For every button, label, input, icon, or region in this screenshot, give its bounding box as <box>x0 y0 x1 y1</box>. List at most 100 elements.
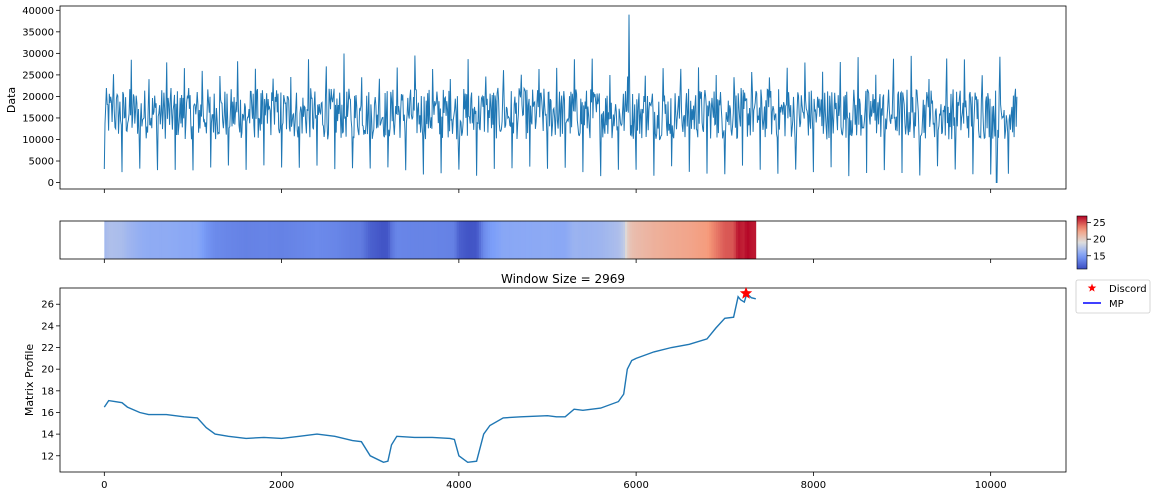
colorstrip-cell <box>385 221 389 259</box>
colorstrip-cell <box>379 221 382 259</box>
colorstrip-cell <box>452 221 455 259</box>
colorstrip-cell <box>279 221 282 259</box>
colorstrip-cell <box>693 221 697 259</box>
colorstrip-cell <box>627 221 630 259</box>
colorstrip-cell <box>305 221 309 259</box>
colorstrip-cell <box>629 221 633 259</box>
colorstrip-cell <box>449 221 453 259</box>
colorstrip-cell <box>243 221 247 259</box>
colorstrip-cell <box>567 221 571 259</box>
colorstrip-cell <box>481 221 484 259</box>
colorstrip-cell <box>543 221 546 259</box>
mp-ylabel: Matrix Profile <box>23 344 36 417</box>
colorstrip-cell <box>509 221 513 259</box>
colorstrip-cell <box>529 221 533 259</box>
mp-x-ticks: 0 2000 4000 6000 8000 10000 <box>101 472 1007 491</box>
colorstrip-cell <box>636 221 639 259</box>
colorstrip-cell <box>558 221 562 259</box>
colorstrip-cell <box>288 221 291 259</box>
colorstrip-cell <box>620 221 624 259</box>
colorstrip-cell <box>108 221 112 259</box>
mp-y-tick-label: 14 <box>41 430 54 441</box>
colorstrip-cell <box>110 221 114 259</box>
colorstrip-cell <box>341 221 345 259</box>
colorstrip-cell <box>430 221 433 259</box>
mp-series-line <box>103 292 756 464</box>
colorstrip-cell <box>113 221 116 259</box>
colorstrip-cell <box>587 221 590 259</box>
colorstrip-cell <box>518 221 522 259</box>
colorstrip-cell <box>321 221 325 259</box>
colorstrip-cell <box>700 221 704 259</box>
colorstrip-cell <box>569 221 573 259</box>
colorstrip-cell <box>124 221 127 259</box>
colorstrip-cell <box>660 221 664 259</box>
colorstrip-cell <box>381 221 384 259</box>
colorstrip-cell <box>684 221 688 259</box>
data-y-tick-label: 5000 <box>29 157 54 168</box>
colorstrip-cell <box>250 221 254 259</box>
colorstrip-cell <box>749 221 752 259</box>
colorstrip-cell <box>549 221 553 259</box>
colorstrip-cell <box>598 221 602 259</box>
colorstrip-cell <box>317 221 320 259</box>
data-y-tick-label: 15000 <box>22 113 54 124</box>
colorstrip-cell <box>742 221 746 259</box>
colorstrip-cell <box>662 221 666 259</box>
colorstrip-cell <box>500 221 504 259</box>
colorstrip-cell <box>545 221 548 259</box>
colorstrip-cell <box>361 221 364 259</box>
colorstrip-cell <box>443 221 446 259</box>
colorstrip-cell <box>454 221 458 259</box>
colorstrip-cell <box>496 221 500 259</box>
colorstrip-cell <box>702 221 706 259</box>
colorstrip-cell <box>724 221 728 259</box>
colorstrip-cell <box>336 221 340 259</box>
colorstrip-cell <box>731 221 735 259</box>
colorstrip-cell <box>516 221 520 259</box>
colorstrip-cell <box>432 221 435 259</box>
colorstrip-cell <box>248 221 251 259</box>
colorstrip-cell <box>733 221 737 259</box>
data-y-ticks: 0 5000 10000 15000 20000 25000 30000 35000 40000 <box>22 6 60 189</box>
colorstrip-cell <box>261 221 265 259</box>
colorstrip-cell <box>738 221 741 259</box>
data-y-tick-label: 25000 <box>22 70 54 81</box>
colorstrip-cell <box>704 221 708 259</box>
colorstrip-cell <box>676 221 679 259</box>
colorstrip-cell <box>146 221 150 259</box>
colorstrip-cell <box>343 221 347 259</box>
colorstrip-cell <box>157 221 161 259</box>
colorstrip-cell <box>536 221 540 259</box>
colorstrip-cell <box>538 221 542 259</box>
colorstrip-cell <box>729 221 732 259</box>
colorstrip-cell <box>148 221 152 259</box>
colorstrip-cell <box>616 221 619 259</box>
colorstrip-cell <box>239 221 243 259</box>
data-series-line <box>103 14 1018 183</box>
colorstrip-cell <box>204 221 207 259</box>
colorstrip-cell <box>695 221 699 259</box>
colorstrip-cell <box>263 221 267 259</box>
legend-mp-label: MP <box>1109 299 1124 310</box>
colorstrip-cell <box>387 221 391 259</box>
colorbar-tick-label: 15 <box>1093 251 1106 262</box>
colorstrip-cell <box>190 221 194 259</box>
mp-y-tick-label: 26 <box>41 300 54 311</box>
colorstrip-cell <box>208 221 212 259</box>
colorstrip-cell <box>578 221 582 259</box>
colorstrip-cell <box>698 221 701 259</box>
colorstrip-cell <box>503 221 506 259</box>
colorstrip-cell <box>574 221 577 259</box>
colorstrip-cell <box>266 221 269 259</box>
colorstrip-cell <box>505 221 509 259</box>
mp-y-tick-label: 18 <box>41 386 54 397</box>
colorstrip-cell <box>325 221 329 259</box>
colorstrip-cell <box>483 221 486 259</box>
colorstrip-cell <box>170 221 174 259</box>
colorstrip-cell <box>722 221 726 259</box>
colorstrip-cell <box>297 221 300 259</box>
colorstrip-cell <box>299 221 302 259</box>
colorstrip-cell <box>283 221 287 259</box>
colorstrip-cell <box>441 221 444 259</box>
